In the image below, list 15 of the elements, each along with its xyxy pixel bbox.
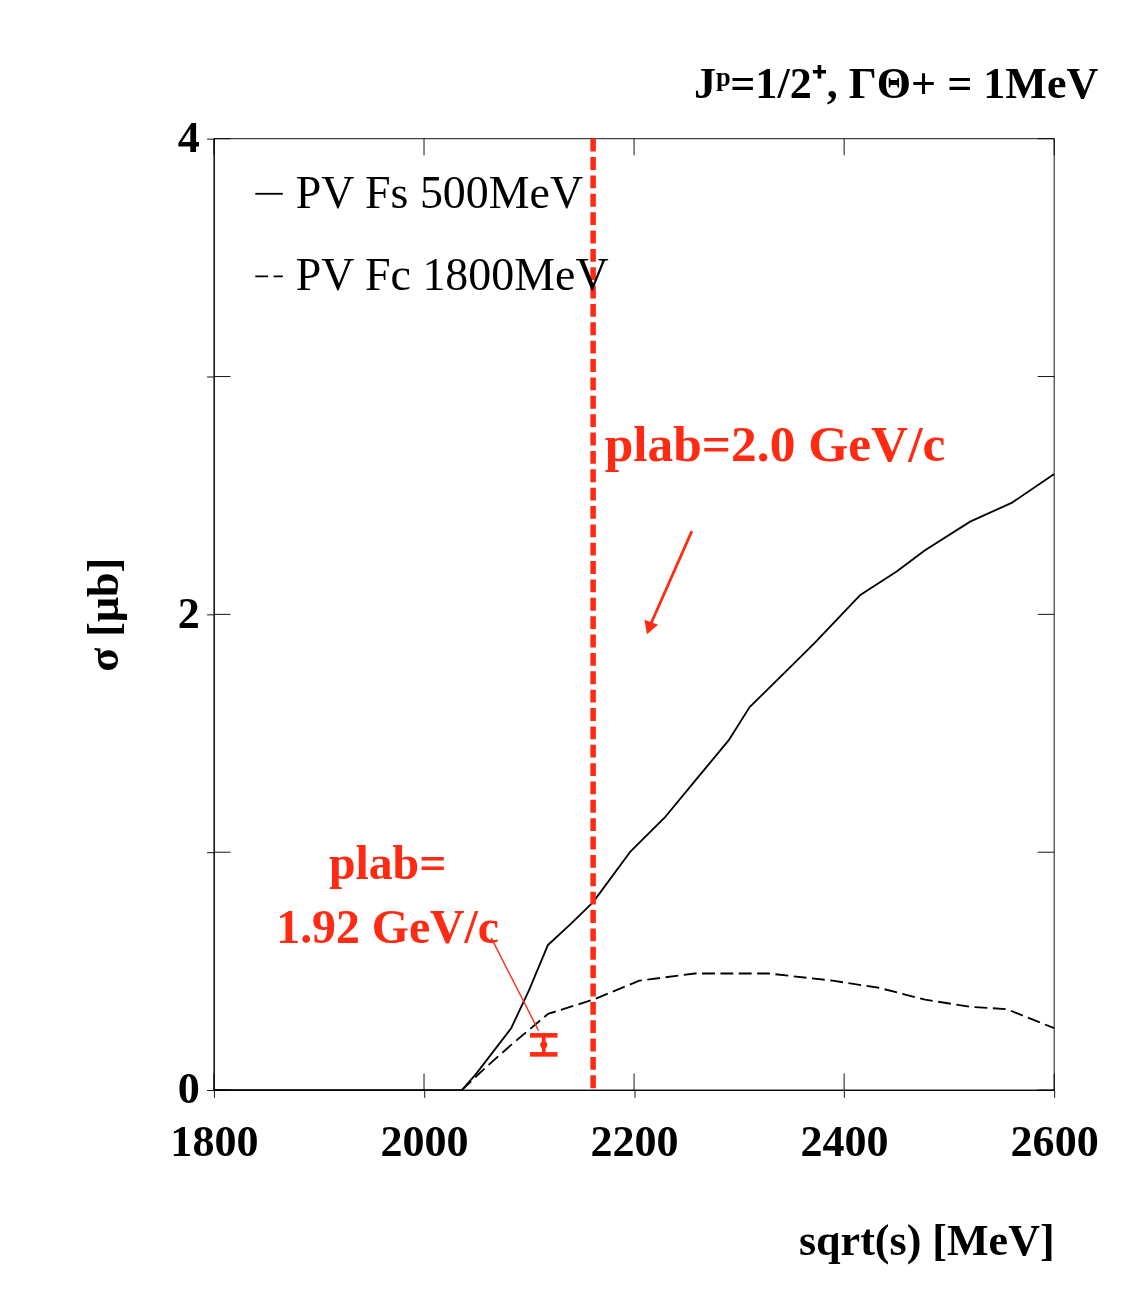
legend-label: PV Fs 500MeV — [295, 166, 584, 218]
y-tick-label: 4 — [177, 113, 200, 163]
x-tick-label: 1800 — [170, 1116, 259, 1166]
x-tick-label: 2000 — [380, 1116, 469, 1166]
chart-title: Jᵖ=1/2⁺, ΓΘ+ = 1MeV — [693, 59, 1099, 109]
y-tick-label: 2 — [177, 588, 200, 638]
legend-label: PV Fc 1800MeV — [295, 249, 609, 301]
x-axis-title: sqrt(s) [MeV] — [798, 1215, 1055, 1265]
y-tick-label: 0 — [177, 1064, 200, 1114]
x-tick-label: 2600 — [1010, 1116, 1099, 1166]
y-axis-title: σ [μb] — [79, 557, 128, 672]
annotation: plab=2.0 GeV/c — [604, 414, 946, 472]
annotation: plab= 1.92 GeV/c — [276, 835, 500, 953]
x-tick-label: 2200 — [590, 1116, 679, 1166]
x-tick-label: 2400 — [800, 1116, 889, 1166]
